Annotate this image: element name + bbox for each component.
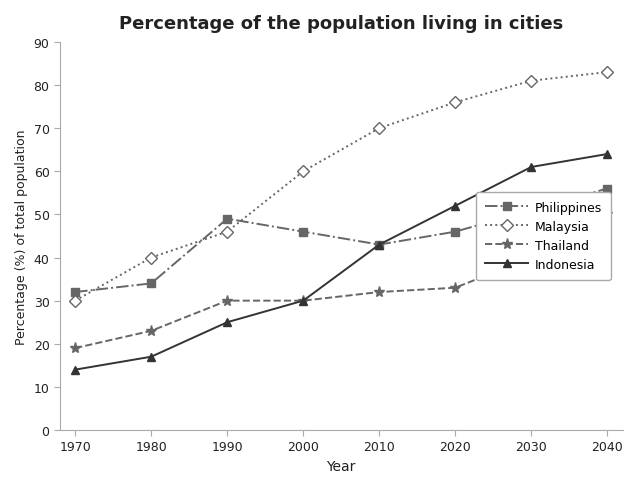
- Title: Percentage of the population living in cities: Percentage of the population living in c…: [119, 15, 563, 33]
- Philippines: [147, 281, 155, 287]
- Malaysia: [604, 70, 611, 76]
- Philippines: [376, 242, 383, 248]
- Thailand: [376, 289, 383, 295]
- Indonesia: [71, 367, 79, 373]
- Philippines: [604, 186, 611, 192]
- Malaysia: [527, 79, 535, 84]
- Philippines: [71, 289, 79, 295]
- Indonesia: [604, 152, 611, 158]
- Thailand: [147, 328, 155, 334]
- Thailand: [604, 212, 611, 218]
- Thailand: [451, 285, 459, 291]
- Y-axis label: Percentage (%) of total population: Percentage (%) of total population: [15, 129, 28, 344]
- Indonesia: [147, 354, 155, 360]
- Philippines: [451, 229, 459, 235]
- Malaysia: [147, 255, 155, 261]
- Line: Philippines: Philippines: [71, 185, 611, 297]
- Malaysia: [376, 126, 383, 132]
- Malaysia: [451, 100, 459, 106]
- Malaysia: [300, 169, 307, 175]
- Thailand: [223, 298, 231, 304]
- Line: Indonesia: Indonesia: [71, 150, 611, 374]
- Philippines: [223, 216, 231, 222]
- Indonesia: [223, 320, 231, 325]
- Indonesia: [527, 164, 535, 170]
- Thailand: [71, 346, 79, 351]
- Indonesia: [300, 298, 307, 304]
- Philippines: [300, 229, 307, 235]
- Malaysia: [71, 298, 79, 304]
- Thailand: [527, 255, 535, 261]
- Philippines: [527, 208, 535, 214]
- Indonesia: [376, 242, 383, 248]
- Line: Malaysia: Malaysia: [71, 69, 611, 305]
- Thailand: [300, 298, 307, 304]
- Indonesia: [451, 203, 459, 209]
- X-axis label: Year: Year: [326, 459, 356, 473]
- Malaysia: [223, 229, 231, 235]
- Legend: Philippines, Malaysia, Thailand, Indonesia: Philippines, Malaysia, Thailand, Indones…: [476, 192, 611, 281]
- Line: Thailand: Thailand: [70, 209, 613, 354]
